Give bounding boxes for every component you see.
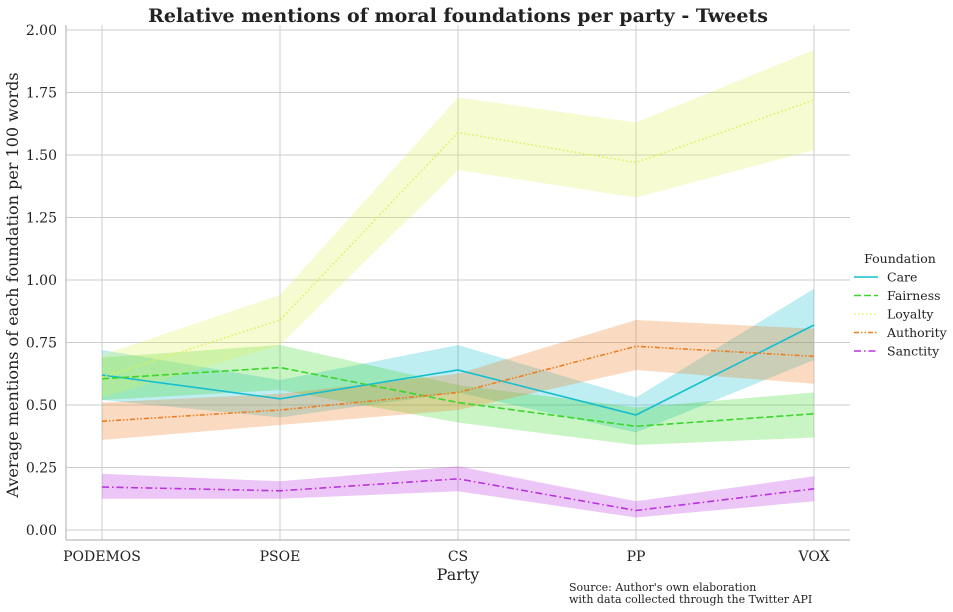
series-lines	[101, 99, 815, 512]
y-tick-labels: 0.00 0.25 0.50 0.75 1.00 1.25 1.50 1.75 2.00	[26, 23, 57, 539]
y-axis-label: Average mentions of each foundation per …	[3, 72, 22, 498]
band-care	[102, 288, 814, 433]
legend: Foundation Care Fairness Loyalty Authority S…	[854, 251, 948, 359]
series-line-authority	[101, 345, 815, 423]
x-tick-label: VOX	[797, 549, 829, 565]
legend-label-authority: Authority	[886, 325, 948, 340]
legend-label-fairness: Fairness	[887, 288, 941, 303]
axes	[65, 25, 850, 541]
series-line-loyalty	[101, 99, 815, 379]
legend-label-sanctity: Sanctity	[887, 344, 940, 359]
x-tick-labels: PODEMOS PSOE CS PP VOX	[63, 549, 829, 565]
y-tick-label: 0.25	[26, 461, 57, 477]
y-tick-label: 2.00	[26, 23, 57, 39]
x-tick-label: PODEMOS	[63, 549, 141, 565]
y-tick-label: 0.00	[26, 523, 57, 539]
band-fairness	[102, 345, 814, 445]
y-tick-label: 1.00	[26, 273, 57, 289]
grid	[66, 25, 850, 540]
y-tick-label: 1.75	[26, 86, 57, 102]
y-tick-label: 0.50	[26, 398, 57, 414]
confidence-bands	[102, 50, 814, 518]
y-tick-label: 1.50	[26, 148, 57, 164]
legend-label-care: Care	[887, 270, 917, 285]
source-note-line-2: with data collected through the Twitter …	[569, 593, 812, 606]
y-tick-label: 0.75	[26, 336, 57, 352]
legend-label-loyalty: Loyalty	[887, 307, 934, 322]
band-sanctity	[102, 466, 814, 518]
x-tick-label: PSOE	[260, 549, 301, 565]
source-note-line-1: Source: Author's own elaboration	[569, 581, 756, 594]
x-tick-label: PP	[627, 549, 646, 565]
series-line-sanctity	[101, 477, 815, 512]
series-line-care	[101, 324, 815, 416]
x-tick-label: CS	[448, 549, 468, 565]
legend-title: Foundation	[864, 251, 936, 266]
y-tick-label: 1.25	[26, 211, 57, 227]
x-axis-label: Party	[437, 565, 480, 584]
band-authority	[102, 320, 814, 440]
band-loyalty	[102, 50, 814, 398]
chart-title: Relative mentions of moral foundations p…	[148, 5, 768, 27]
